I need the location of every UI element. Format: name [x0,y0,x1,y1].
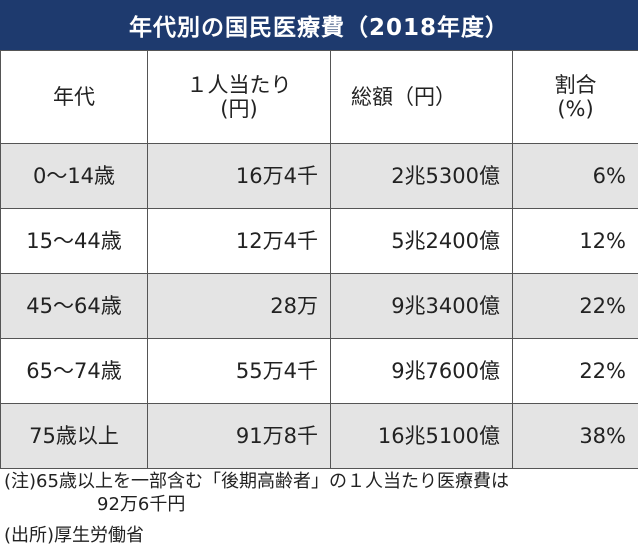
table-row: 45〜64歳 28万 9兆3400億 22% [0,273,638,339]
cell-per-capita: 28万 [147,273,331,339]
cell-age: 65〜74歳 [0,338,148,404]
table-row: 65〜74歳 55万4千 9兆7600億 22% [0,338,638,404]
cell-age: 75歳以上 [0,403,148,469]
header-share: 割合 (%) [512,50,638,144]
table-row: 15〜44歳 12万4千 5兆2400億 12% [0,208,638,274]
cell-share: 38% [512,403,638,469]
source-prefix: (出所) [4,525,55,546]
note-prefix: (注) [4,471,37,492]
table-row: 0〜14歳 16万4千 2兆5300億 6% [0,143,638,209]
source: (出所) 厚生労働省 [4,524,634,547]
cell-per-capita: 16万4千 [147,143,331,209]
cell-per-capita: 12万4千 [147,208,331,274]
cell-total: 5兆2400億 [330,208,513,274]
cell-age: 0〜14歳 [0,143,148,209]
cell-total: 9兆3400億 [330,273,513,339]
cell-share: 12% [512,208,638,274]
note-text: 65歳以上を一部含む「後期高齢者」の１人当たり医療費は [36,471,509,492]
table-row: 75歳以上 91万8千 16兆5100億 38% [0,403,638,469]
cell-per-capita: 91万8千 [147,403,331,469]
cell-total: 16兆5100億 [330,403,513,469]
cell-age: 15〜44歳 [0,208,148,274]
medical-cost-table: 年代 １人当たり (円) 総額（円） 割合 (%) 0〜14歳 16万4千 2兆… [0,50,638,469]
cell-share: 22% [512,338,638,404]
header-total: 総額（円） [330,50,513,144]
header-age: 年代 [0,50,148,144]
header-share-unit: (%) [557,97,594,121]
cell-total: 9兆7600億 [330,338,513,404]
header-per-capita-unit: (円) [220,97,258,121]
cell-share: 22% [512,273,638,339]
cell-total: 2兆5300億 [330,143,513,209]
note-continuation: 92万6千円 [97,494,186,515]
table-title: 年代別の国民医療費（2018年度） [0,0,638,50]
header-per-capita: １人当たり (円) [147,50,331,144]
note: (注) 65歳以上を一部含む「後期高齢者」の１人当たり医療費は [4,470,634,493]
cell-per-capita: 55万4千 [147,338,331,404]
source-text: 厚生労働省 [54,525,145,546]
header-row: 年代 １人当たり (円) 総額（円） 割合 (%) [0,50,638,144]
footnotes: (注) 65歳以上を一部含む「後期高齢者」の１人当たり医療費は 92万6千円 (… [4,470,634,547]
cell-age: 45〜64歳 [0,273,148,339]
header-share-label: 割合 [554,72,597,97]
header-per-capita-label: １人当たり [186,72,292,97]
cell-share: 6% [512,143,638,209]
